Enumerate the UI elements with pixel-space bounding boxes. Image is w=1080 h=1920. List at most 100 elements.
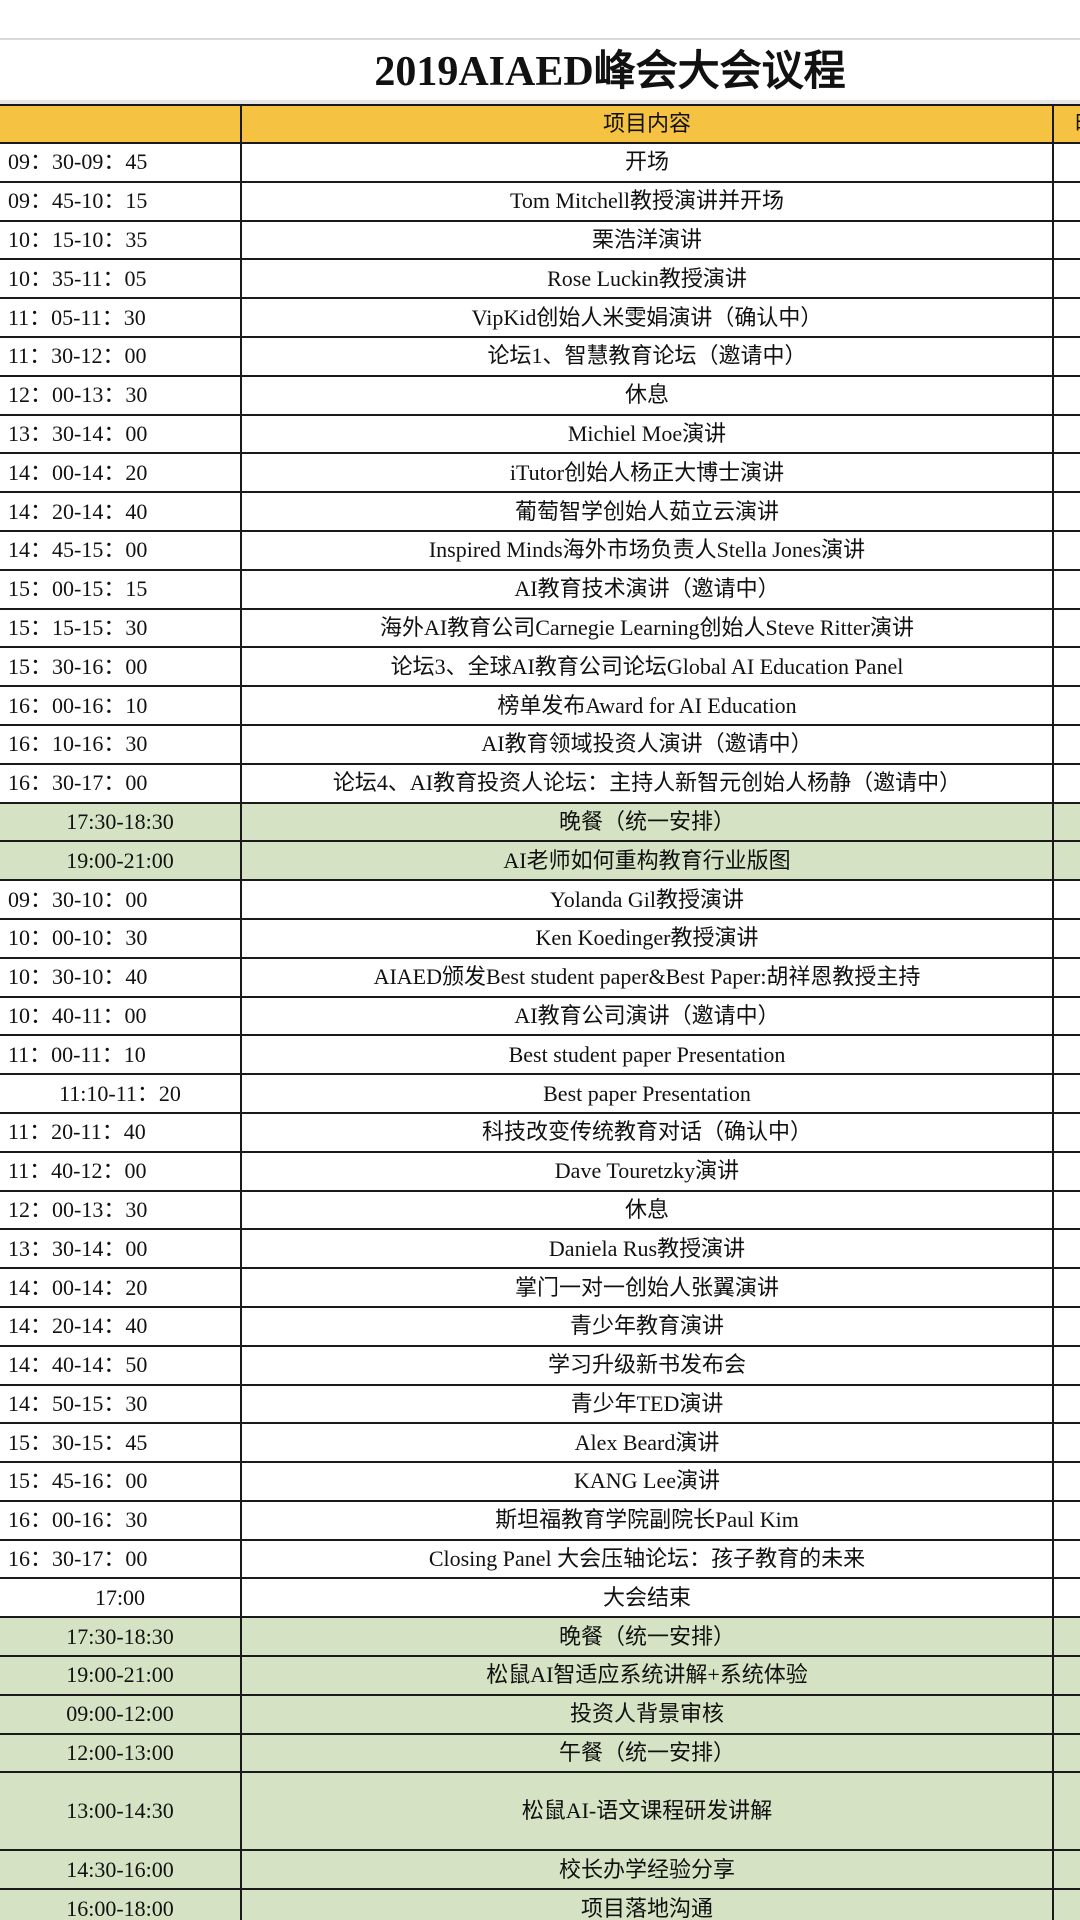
item-cell: Daniela Rus教授演讲 xyxy=(240,1228,1054,1270)
extra-cell xyxy=(1052,374,1080,416)
time-cell: 15：15-15：30 xyxy=(0,607,242,649)
time-cell: 16：10-16：30 xyxy=(0,723,242,765)
extra-cell xyxy=(1052,607,1080,649)
item-cell: Closing Panel 大会压轴论坛：孩子教育的未来 xyxy=(240,1538,1054,1580)
table-header-row: 项目内容 时 xyxy=(0,104,1080,144)
time-cell: 14：20-14：40 xyxy=(0,1305,242,1347)
item-cell: 校长办学经验分享 xyxy=(240,1849,1054,1891)
extra-cell xyxy=(1052,1732,1080,1774)
item-cell: 掌门一对一创始人张翼演讲 xyxy=(240,1267,1054,1308)
item-cell: 项目落地沟通 xyxy=(240,1888,1054,1920)
extra-cell xyxy=(1052,1111,1080,1153)
time-cell: 16：00-16：30 xyxy=(0,1499,242,1541)
table-row: 10：15-10：35 栗浩洋演讲 xyxy=(0,219,1080,261)
extra-cell xyxy=(1052,1499,1080,1541)
extra-cell xyxy=(1052,1344,1080,1386)
extra-cell xyxy=(1052,1189,1080,1231)
extra-cell xyxy=(1052,685,1080,726)
table-row: 11：40-12：00 Dave Touretzky演讲 xyxy=(0,1150,1080,1192)
time-cell: 12:00-13:00 xyxy=(0,1732,242,1774)
table-row: 11：20-11：40 科技改变传统教育对话（确认中） xyxy=(0,1111,1080,1153)
table-row: 15：30-16：00 论坛3、全球AI教育公司论坛Global AI Educa… xyxy=(0,646,1080,688)
time-cell: 11:10-11：20 xyxy=(0,1073,242,1114)
table-row: 16:00-18:00 项目落地沟通 xyxy=(0,1888,1080,1920)
extra-cell xyxy=(1052,568,1080,610)
extra-cell xyxy=(1052,801,1080,843)
time-cell: 14：20-14：40 xyxy=(0,491,242,532)
extra-cell xyxy=(1052,180,1080,222)
extra-cell xyxy=(1052,1771,1080,1852)
extra-cell xyxy=(1052,1888,1080,1920)
table-row: 14：45-15：00 Inspired Minds海外市场负责人Stella J… xyxy=(0,529,1080,571)
extra-cell xyxy=(1052,1616,1080,1658)
header-item-cell: 项目内容 xyxy=(240,104,1054,144)
table-row: 10：35-11：05 Rose Luckin教授演讲 xyxy=(0,258,1080,300)
table-row: 19:00-21:00 AI老师如何重构教育行业版图 xyxy=(0,840,1080,882)
time-cell: 15：45-16：00 xyxy=(0,1461,242,1502)
table-row: 14：20-14：40 葡萄智学创始人茹立云演讲 xyxy=(0,491,1080,532)
time-cell: 13:00-14:30 xyxy=(0,1771,242,1852)
extra-cell xyxy=(1052,1383,1080,1425)
item-cell: 休息 xyxy=(240,1189,1054,1231)
extra-cell xyxy=(1052,879,1080,920)
table-row: 15：15-15：30 海外AI教育公司Carnegie Learning创始人S… xyxy=(0,607,1080,649)
item-cell: Rose Luckin教授演讲 xyxy=(240,258,1054,300)
time-cell: 15：30-16：00 xyxy=(0,646,242,688)
table-row: 11：00-11：10 Best student paper Presentati… xyxy=(0,1034,1080,1076)
time-cell: 11：05-11：30 xyxy=(0,297,242,338)
header-extra-cell: 时 xyxy=(1052,104,1080,144)
extra-cell xyxy=(1052,1150,1080,1192)
item-cell: AI教育公司演讲（邀请中） xyxy=(240,995,1054,1037)
extra-cell xyxy=(1052,1577,1080,1619)
table-row: 15：30-15：45 Alex Beard演讲 xyxy=(0,1422,1080,1464)
item-cell: Dave Touretzky演讲 xyxy=(240,1150,1054,1192)
table-row: 19:00-21:00 松鼠AI智适应系统讲解+系统体验 xyxy=(0,1655,1080,1696)
table-row: 14：50-15：30 青少年TED演讲 xyxy=(0,1383,1080,1425)
top-divider xyxy=(0,38,1080,40)
table-row: 10：30-10：40 AIAED颁发Best student paper&Bes… xyxy=(0,956,1080,998)
time-cell: 17:00 xyxy=(0,1577,242,1619)
time-cell: 10：00-10：30 xyxy=(0,917,242,959)
extra-cell xyxy=(1052,1034,1080,1076)
item-cell: 论坛1、智慧教育论坛（邀请中） xyxy=(240,335,1054,377)
item-cell: 午餐（统一安排） xyxy=(240,1732,1054,1774)
extra-cell xyxy=(1052,1422,1080,1464)
table-row: 12:00-13:00 午餐（统一安排） xyxy=(0,1732,1080,1774)
time-cell: 19:00-21:00 xyxy=(0,840,242,882)
table-row: 14：20-14：40 青少年教育演讲 xyxy=(0,1305,1080,1347)
extra-cell xyxy=(1052,142,1080,183)
table-row: 16：30-17：00 Closing Panel 大会压轴论坛：孩子教育的未来 xyxy=(0,1538,1080,1580)
table-row: 16：30-17：00 论坛4、AI教育投资人论坛：主持人新智元创始人杨静（邀请中… xyxy=(0,762,1080,804)
table-row: 16：10-16：30 AI教育领域投资人演讲（邀请中） xyxy=(0,723,1080,765)
table-row: 13：30-14：00 Michiel Moe演讲 xyxy=(0,413,1080,455)
item-cell: Inspired Minds海外市场负责人Stella Jones演讲 xyxy=(240,529,1054,571)
item-cell: 学习升级新书发布会 xyxy=(240,1344,1054,1386)
item-cell: AI教育领域投资人演讲（邀请中） xyxy=(240,723,1054,765)
item-cell: 松鼠AI-语文课程研发讲解 xyxy=(240,1771,1054,1852)
time-cell: 16：30-17：00 xyxy=(0,762,242,804)
table-row: 17:30-18:30 晚餐（统一安排） xyxy=(0,1616,1080,1658)
time-cell: 09：45-10：15 xyxy=(0,180,242,222)
time-cell: 14:30-16:00 xyxy=(0,1849,242,1891)
time-cell: 13：30-14：00 xyxy=(0,1228,242,1270)
extra-cell xyxy=(1052,297,1080,338)
item-cell: 晚餐（统一安排） xyxy=(240,801,1054,843)
table-row: 14：00-14：20 iTutor创始人杨正大博士演讲 xyxy=(0,452,1080,494)
time-cell: 09：30-10：00 xyxy=(0,879,242,920)
extra-cell xyxy=(1052,995,1080,1037)
time-cell: 14：00-14：20 xyxy=(0,1267,242,1308)
item-cell: AI教育技术演讲（邀请中） xyxy=(240,568,1054,610)
time-cell: 15：30-15：45 xyxy=(0,1422,242,1464)
table-row: 14:30-16:00 校长办学经验分享 xyxy=(0,1849,1080,1891)
item-cell: 栗浩洋演讲 xyxy=(240,219,1054,261)
extra-cell xyxy=(1052,529,1080,571)
table-row: 11：30-12：00 论坛1、智慧教育论坛（邀请中） xyxy=(0,335,1080,377)
table-row: 10：40-11：00 AI教育公司演讲（邀请中） xyxy=(0,995,1080,1037)
item-cell: Ken Koedinger教授演讲 xyxy=(240,917,1054,959)
time-cell: 11：40-12：00 xyxy=(0,1150,242,1192)
extra-cell xyxy=(1052,1655,1080,1696)
table-row: 13：30-14：00 Daniela Rus教授演讲 xyxy=(0,1228,1080,1270)
item-cell: Best paper Presentation xyxy=(240,1073,1054,1114)
table-row: 11:10-11：20 Best paper Presentation xyxy=(0,1073,1080,1114)
extra-cell xyxy=(1052,1305,1080,1347)
